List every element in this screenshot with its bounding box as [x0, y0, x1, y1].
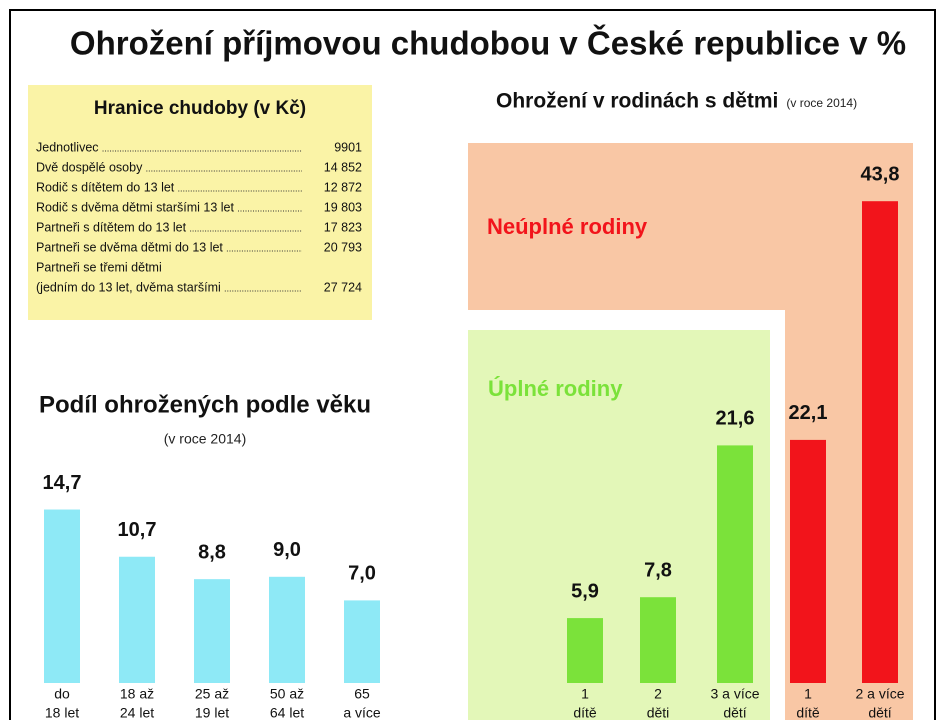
x-tick-label: dětí — [868, 705, 891, 720]
x-tick-label: 24 let — [120, 705, 154, 720]
series-label: Úplné rodiny — [488, 376, 623, 401]
bar — [717, 445, 753, 683]
bar — [862, 201, 898, 683]
value-label: 8,8 — [198, 541, 226, 563]
x-tick-label: a více — [343, 705, 381, 720]
value-label: 7,0 — [348, 563, 376, 585]
x-tick-label: 25 až — [195, 686, 229, 702]
x-tick-label: 50 až — [270, 686, 304, 702]
chart-subtitle: (v roce 2014) — [164, 431, 246, 447]
bar — [344, 600, 380, 683]
row-value: 19 803 — [324, 200, 362, 214]
row-value: 12 872 — [324, 180, 362, 194]
frame — [9, 9, 936, 720]
x-tick-label: 1 — [804, 686, 812, 702]
charts: Podíl ohrožených podle věku (v roce 2014)… — [39, 90, 913, 720]
row-label: Rodič s dvěma dětmi staršími 13 let — [36, 200, 235, 214]
row-label: Dvě dospělé osoby — [36, 160, 143, 174]
x-tick-label: 3 a více — [710, 686, 759, 702]
main-title: Ohrožení příjmovou chudobou v České repu… — [70, 24, 906, 62]
bar — [790, 439, 826, 683]
row-label: Partneři se dvěma dětmi do 13 let — [36, 240, 223, 254]
x-tick-label: 18 let — [45, 705, 79, 720]
row-value: 20 793 — [324, 240, 362, 254]
bar — [567, 618, 603, 683]
row-value: 17 823 — [324, 220, 362, 234]
x-tick-label: děti — [647, 705, 670, 720]
bar — [119, 556, 155, 683]
value-label: 9,0 — [273, 539, 301, 561]
bar — [640, 597, 676, 683]
bar — [44, 509, 80, 683]
threshold-table: Jednotlivec 9901 Dvě dospělé osoby 14 852 Ro… — [36, 140, 362, 294]
value-label: 10,7 — [118, 519, 157, 541]
x-tick-label: 64 let — [270, 705, 304, 720]
row-value: 27 724 — [324, 280, 362, 294]
value-label: 43,8 — [861, 163, 900, 185]
bar — [194, 579, 230, 683]
value-label: 14,7 — [43, 472, 82, 494]
x-tick-label: dětí — [723, 705, 746, 720]
row-label: Partneři s dítětem do 13 let — [36, 220, 187, 234]
value-label: 7,8 — [644, 559, 672, 581]
x-tick-label: 18 až — [120, 686, 154, 702]
series-label: Neúplné rodiny — [487, 214, 648, 239]
value-label: 5,9 — [571, 580, 599, 602]
row-value: 14 852 — [324, 160, 362, 174]
threshold-title: Hranice chudoby (v Kč) — [94, 98, 306, 119]
chart-title: Ohrožení v rodinách s dětmi — [496, 90, 778, 113]
x-tick-label: 1 — [581, 686, 589, 702]
value-label: 21,6 — [716, 408, 755, 430]
threshold-box — [28, 85, 372, 320]
x-tick-label: 2 a více — [855, 686, 904, 702]
row-value: 9901 — [334, 140, 362, 154]
bar — [269, 576, 305, 683]
x-tick-label: do — [54, 686, 70, 702]
value-label: 22,1 — [789, 402, 828, 424]
x-tick-label: 65 — [354, 686, 370, 702]
x-tick-label: dítě — [573, 705, 597, 720]
row-label: Partneři se třemi dětmi — [36, 260, 162, 274]
chart-subtitle: (v roce 2014) — [786, 96, 857, 110]
row-label: (jedním do 13 let, dvěma staršími — [36, 280, 221, 294]
row-label: Rodič s dítětem do 13 let — [36, 180, 175, 194]
x-tick-label: 19 let — [195, 705, 229, 720]
chart-title: Podíl ohrožených podle věku — [39, 391, 371, 418]
row-label: Jednotlivec — [36, 140, 99, 154]
x-tick-label: 2 — [654, 686, 662, 702]
x-tick-label: dítě — [796, 705, 820, 720]
